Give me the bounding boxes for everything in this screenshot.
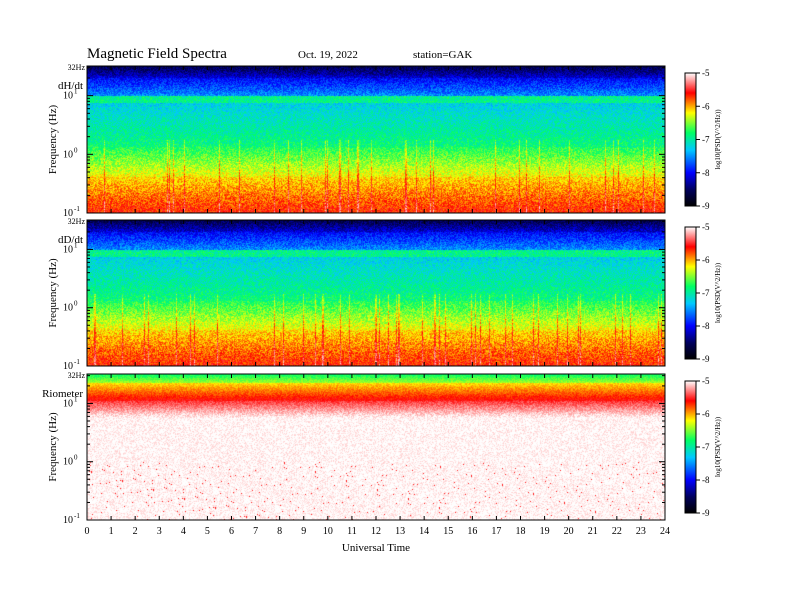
colorbar-label: log10(PSD(V^2/Hz)) [714, 262, 722, 323]
x-tick-label: 11 [347, 526, 357, 537]
colorbar-label: log10(PSD(V^2/Hz)) [714, 416, 722, 477]
y-top-label: 32Hz [68, 63, 86, 72]
x-tick-label: 2 [133, 526, 138, 537]
x-tick-label: 10 [323, 526, 333, 537]
y-tick-exponent: -1 [74, 205, 80, 213]
colorbar-tick-label: -8 [702, 168, 710, 178]
x-tick-label: 1 [109, 526, 114, 537]
x-tick-label: 7 [253, 526, 258, 537]
colorbar-tick-label: -9 [702, 508, 710, 518]
colorbar-tick-label: -7 [702, 442, 710, 452]
y-tick-exponent: 1 [74, 241, 78, 249]
y-tick-exponent: 1 [74, 395, 78, 403]
y-tick-label: 10 [63, 361, 73, 372]
x-tick-label: 24 [660, 526, 670, 537]
x-tick-label: 23 [636, 526, 646, 537]
colorbar [684, 226, 697, 360]
x-tick-label: 21 [588, 526, 598, 537]
colorbar-tick-label: -6 [702, 409, 710, 419]
colorbar-tick-label: -9 [702, 201, 710, 211]
colorbar-tick-label: -5 [702, 68, 710, 78]
x-tick-label: 9 [301, 526, 306, 537]
y-tick-label: 10 [63, 149, 73, 160]
y-tick-exponent: 0 [74, 300, 78, 308]
y-tick-label: 10 [63, 91, 73, 102]
y-tick-exponent: -1 [74, 358, 80, 366]
y-tick-label: 10 [63, 303, 73, 314]
x-tick-label: 0 [85, 526, 90, 537]
x-tick-label: 16 [467, 526, 477, 537]
colorbar-tick-label: -7 [702, 288, 710, 298]
colorbar-tick-label: -9 [702, 354, 710, 364]
y-axis-label: Frequency (Hz) [47, 412, 59, 482]
panel-label: Riometer [42, 388, 83, 400]
colorbar-tick-label: -8 [702, 475, 710, 485]
x-tick-label: 22 [612, 526, 622, 537]
x-tick-label: 19 [540, 526, 550, 537]
x-tick-label: 4 [181, 526, 186, 537]
panel-label: dD/dt [58, 234, 83, 246]
y-top-label: 32Hz [68, 371, 86, 380]
x-tick-label: 17 [491, 526, 501, 537]
spectrogram-heatmap [87, 220, 665, 366]
x-tick-label: 12 [371, 526, 381, 537]
y-tick-label: 10 [63, 398, 73, 409]
x-tick-label: 18 [516, 526, 526, 537]
y-tick-exponent: 0 [74, 454, 78, 462]
colorbar-tick-label: -6 [702, 101, 710, 111]
colorbar [684, 72, 697, 207]
colorbar-tick-label: -6 [702, 255, 710, 265]
colorbar [684, 380, 697, 514]
x-tick-label: 15 [443, 526, 453, 537]
y-top-label: 32Hz [68, 217, 86, 226]
colorbar-tick-label: -5 [702, 376, 710, 386]
x-tick-label: 8 [277, 526, 282, 537]
y-tick-label: 10 [63, 457, 73, 468]
x-tick-label: 20 [564, 526, 574, 537]
colorbar-label: log10(PSD(V^2/Hz)) [714, 109, 722, 170]
y-tick-label: 10 [63, 208, 73, 219]
x-tick-label: 6 [229, 526, 234, 537]
date-label: Oct. 19, 2022 [298, 49, 358, 61]
y-tick-exponent: -1 [74, 512, 80, 520]
colorbar-tick-label: -7 [702, 135, 710, 145]
figure-title: Magnetic Field Spectra [87, 46, 227, 62]
panel-label: dH/dt [58, 80, 83, 92]
y-axis-label: Frequency (Hz) [47, 258, 59, 328]
colorbar-tick-label: -8 [702, 321, 710, 331]
station-label: station=GAK [413, 49, 473, 61]
x-axis-label: Universal Time [342, 542, 410, 554]
x-tick-label: 14 [419, 526, 429, 537]
y-tick-label: 10 [63, 515, 73, 526]
x-tick-label: 13 [395, 526, 405, 537]
y-tick-exponent: 1 [74, 88, 78, 96]
spectrogram-heatmap [87, 66, 665, 213]
spectrogram-heatmap [87, 374, 665, 520]
colorbar-tick-label: -5 [702, 222, 710, 232]
x-tick-label: 3 [157, 526, 162, 537]
y-tick-exponent: 0 [74, 146, 78, 154]
x-tick-label: 5 [205, 526, 210, 537]
y-axis-label: Frequency (Hz) [47, 105, 59, 175]
y-tick-label: 10 [63, 244, 73, 255]
